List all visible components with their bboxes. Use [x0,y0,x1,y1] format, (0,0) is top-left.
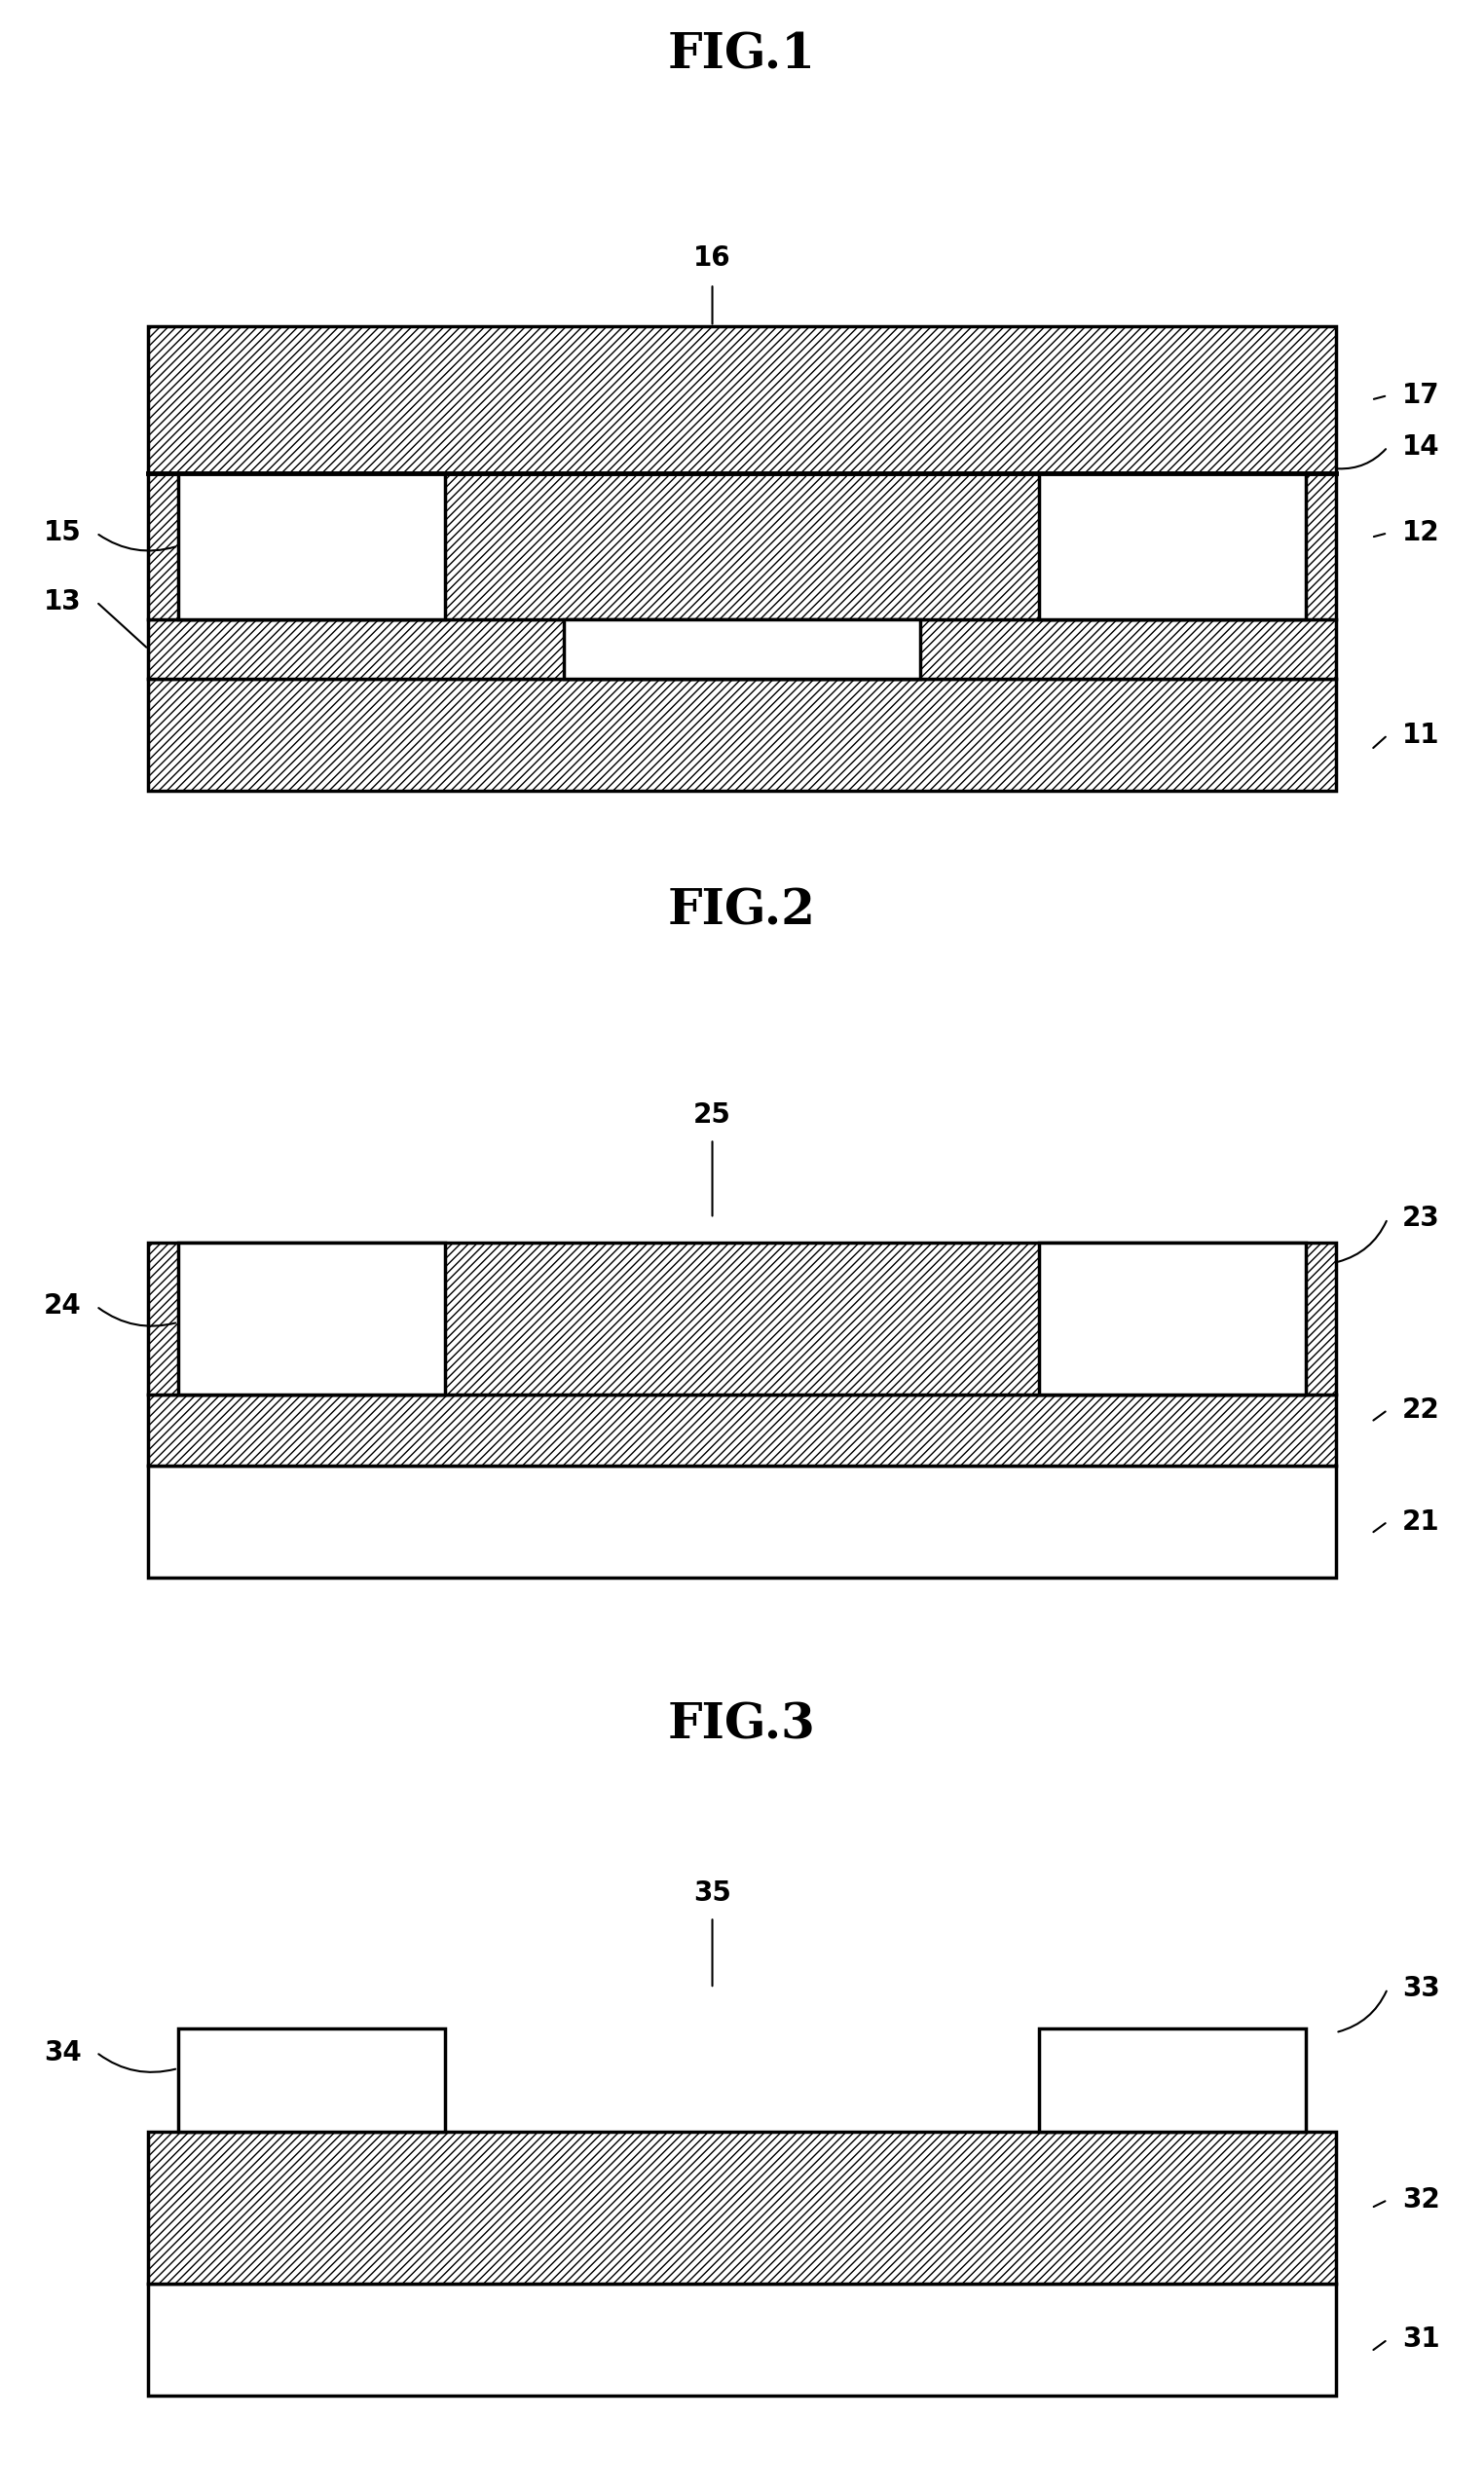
Text: FIG.2: FIG.2 [668,887,816,934]
Text: 32: 32 [1402,2185,1439,2213]
Bar [148,1465,1336,1577]
Bar [178,1244,445,1393]
Text: 35: 35 [693,1879,732,1906]
Text: 14: 14 [1402,434,1439,461]
Text: FIG.1: FIG.1 [668,32,816,80]
Bar [148,2283,1336,2395]
Text: 21: 21 [1402,1508,1439,1535]
Bar [148,473,1336,618]
Text: FIG.3: FIG.3 [668,1702,816,1749]
Text: 12: 12 [1402,518,1439,546]
Bar [148,2133,1336,2283]
Bar [148,618,1336,680]
Bar [564,618,920,680]
Text: 16: 16 [693,244,732,272]
Bar [178,2028,445,2133]
Bar [148,1393,1336,1465]
Text: 25: 25 [693,1101,732,1129]
Bar [148,326,1336,473]
Bar [148,1244,1336,1393]
Text: 33: 33 [1402,1976,1439,2001]
Bar [1039,2028,1306,2133]
Bar [1039,473,1306,618]
Text: 22: 22 [1402,1396,1439,1423]
Text: 23: 23 [1402,1206,1439,1231]
Text: 15: 15 [45,518,82,546]
Bar [148,680,1336,790]
Text: 11: 11 [1402,723,1439,748]
Bar [1039,1244,1306,1393]
Text: 31: 31 [1402,2325,1439,2352]
Bar [178,473,445,618]
Text: 17: 17 [1402,381,1439,409]
Text: 34: 34 [45,2038,82,2066]
Text: 24: 24 [45,1293,82,1321]
Text: 13: 13 [45,588,82,616]
